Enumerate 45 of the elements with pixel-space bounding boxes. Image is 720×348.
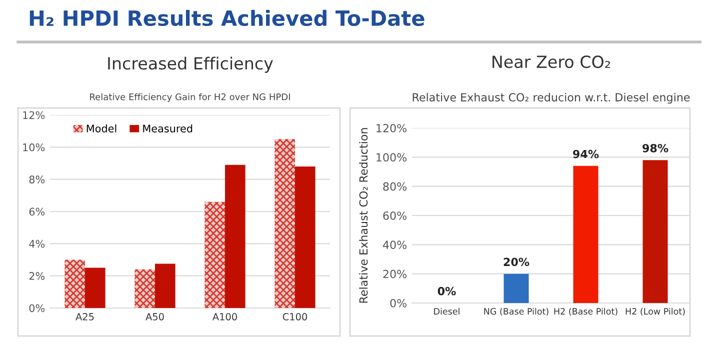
bar (642, 160, 668, 303)
y-tick-label: 0% (29, 304, 45, 312)
y-tick-label: 100% (376, 153, 407, 162)
bar (573, 166, 598, 303)
y-tick-label: 2% (29, 272, 45, 280)
y-tick-label: 6% (29, 208, 45, 216)
chart-title: Increased Efficiency (108, 56, 273, 73)
text: H₂ HPDI Results Achieved To-Date (30, 10, 424, 26)
y-tick-label: 120% (376, 124, 407, 132)
legend-label: Model (86, 124, 116, 132)
y-tick-label: 40% (382, 240, 407, 250)
y-tick-label: 8% (29, 176, 45, 184)
data-label: 0% (438, 286, 456, 296)
data-label: 94% (573, 150, 599, 158)
data-label: 20% (504, 258, 530, 266)
y-tick-label: 4% (29, 240, 45, 248)
bar (134, 269, 155, 308)
y-tick-label: 80% (383, 182, 407, 191)
y-tick-label: 0% (390, 298, 407, 308)
y-tick-label: 10% (23, 143, 45, 152)
y-tick-label: 60% (383, 211, 407, 220)
x-tick-label: A50 (146, 313, 164, 320)
x-tick-label: H2 (Base Pilot) (554, 308, 618, 316)
y-tick-label: 12% (23, 111, 45, 120)
x-tick-label: A25 (76, 313, 94, 320)
x-tick-label: Diesel (434, 308, 460, 315)
bar (204, 202, 225, 308)
x-tick-label: A100 (212, 313, 237, 320)
chart-subtitle: Relative Efficiency Gain for H2 over NG HPDI (90, 93, 290, 102)
x-tick-label: C100 (282, 313, 308, 320)
x-tick-label: NG (Base Pilot) (484, 308, 548, 316)
y-axis-title: Relative Exhaust CO₂ Reduction (359, 128, 368, 303)
bar (274, 139, 295, 308)
bar (85, 268, 106, 308)
chart-title: Near Zero CO₂ (492, 55, 610, 68)
y-tick-label: 20% (383, 270, 407, 278)
bar (64, 260, 85, 308)
bar (225, 164, 246, 308)
data-label: 98% (642, 144, 668, 152)
chart-subtitle: Relative Exhaust CO₂ reducion w.r.t. Diesel engine (412, 92, 690, 104)
x-tick-label: H2 (Low Pilot) (626, 308, 685, 316)
legend-label: Measured (143, 124, 192, 132)
bar (155, 264, 176, 308)
bar (504, 274, 529, 303)
bar (295, 166, 316, 308)
